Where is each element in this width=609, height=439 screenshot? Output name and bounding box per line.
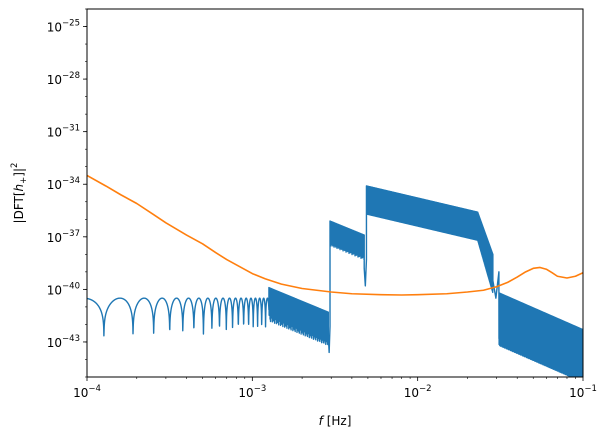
y-tick-label: 10−43 [47, 334, 80, 350]
axis-labels: f [Hz] |DFT[h+]|2 [10, 163, 351, 428]
y-tick-label: 10−28 [47, 71, 80, 87]
x-axis-label: f [Hz] [319, 414, 352, 428]
y-tick-label: 10−40 [47, 281, 80, 297]
series-line-orange [87, 174, 583, 296]
y-tick-label: 10−25 [47, 19, 80, 35]
plot-area [87, 174, 583, 377]
ticks-layer: 10−4 10−3 10−2 10−1 10−25 10−28 10−31 10−34 10−3… [47, 8, 597, 400]
plot-frame [86, 8, 584, 378]
x-tick-label: 10−2 [404, 384, 432, 400]
y-axis-label: |DFT[h+]|2 [10, 163, 29, 224]
series-line-blue [87, 185, 583, 377]
y-tick-label: 10−37 [47, 229, 80, 245]
y-tick-label: 10−31 [47, 124, 80, 140]
x-tick-label: 10−4 [73, 384, 101, 400]
x-tick-label: 10−3 [238, 384, 266, 400]
x-tick-label: 10−1 [569, 384, 597, 400]
y-tick-label: 10−34 [47, 176, 80, 192]
